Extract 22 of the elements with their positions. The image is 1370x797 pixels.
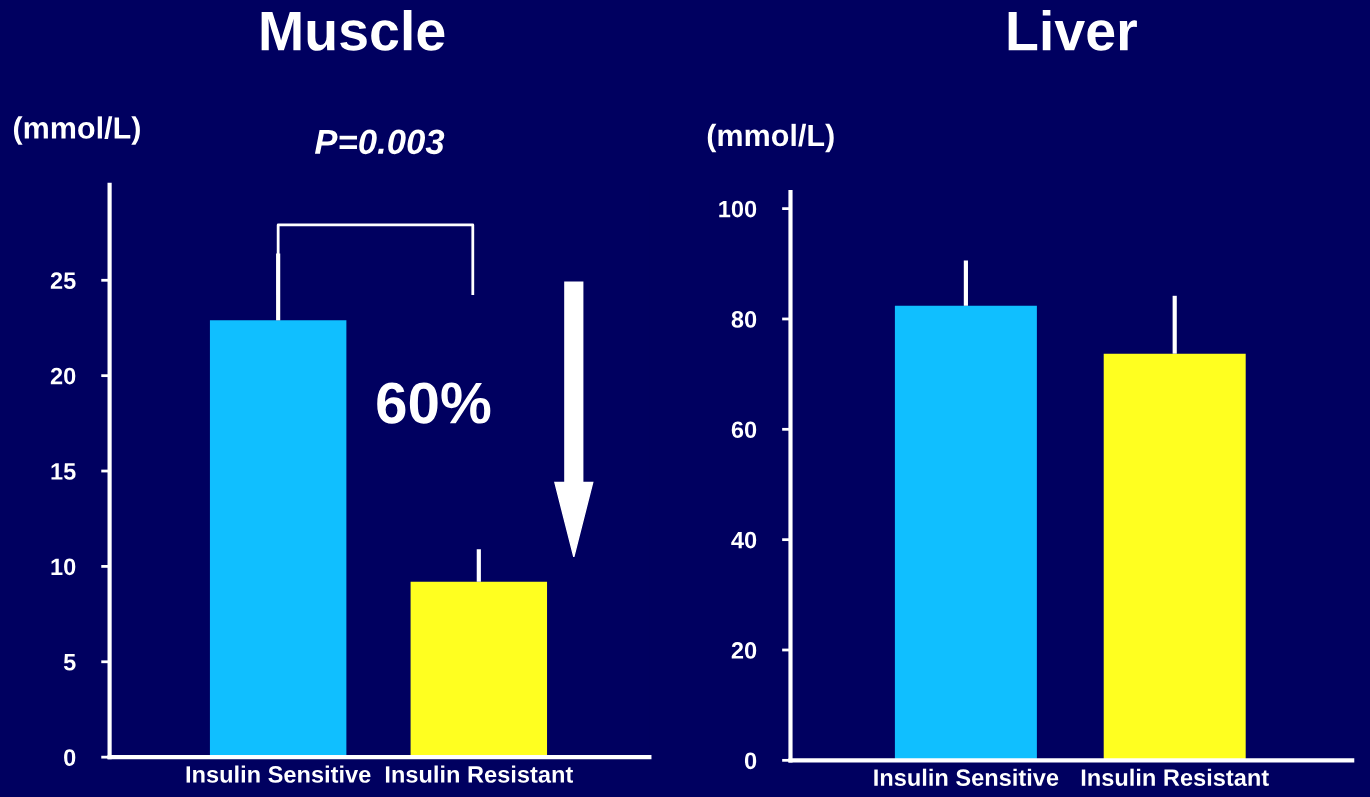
y-tick-label: 10 — [51, 558, 76, 576]
y-tick-label: 40 — [731, 531, 757, 549]
y-tick-label: 25 — [50, 272, 76, 290]
y-tick-label: 20 — [50, 367, 76, 385]
y-tick-label: 60 — [731, 421, 757, 439]
x-tick-label: Insulin Resistant — [1081, 768, 1269, 787]
y-tick-label: 20 — [731, 642, 757, 659]
y-tick-label: 80 — [731, 311, 757, 328]
x-tick-label: Insulin Sensitive — [186, 765, 371, 783]
y-tick-label: 0 — [64, 749, 76, 766]
text: P=0.003 — [314, 129, 445, 155]
y-tick-label: 15 — [51, 463, 76, 480]
chart-title: Liver — [1008, 9, 1137, 51]
y-axis-title: (mmol/L) — [13, 116, 140, 145]
chart-title: Muscle — [261, 9, 445, 51]
y-tick-label: 100 — [719, 200, 757, 218]
y-tick-label: 5 — [63, 654, 76, 671]
x-tick-label: Insulin Sensitive — [874, 768, 1059, 787]
y-tick-label: 0 — [744, 752, 757, 770]
x-tick-label: Insulin Resistant — [385, 765, 573, 783]
y-axis-title: (mmol/L) — [707, 123, 834, 153]
annotation: 60% — [377, 382, 491, 424]
